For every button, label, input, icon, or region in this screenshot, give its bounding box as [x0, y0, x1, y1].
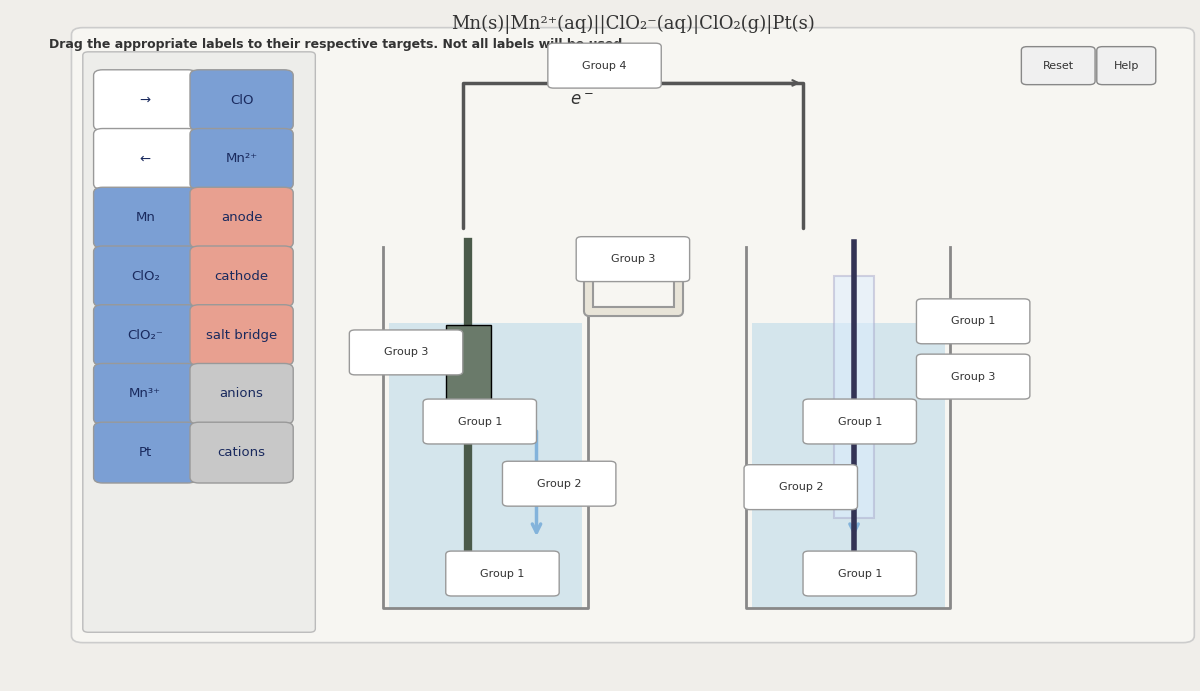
FancyBboxPatch shape	[576, 236, 690, 282]
FancyBboxPatch shape	[72, 28, 1194, 643]
FancyBboxPatch shape	[94, 129, 197, 189]
FancyBboxPatch shape	[744, 465, 858, 510]
Text: Group 2: Group 2	[536, 479, 582, 489]
Text: Group 4: Group 4	[582, 61, 626, 70]
Text: Pt: Pt	[138, 446, 152, 459]
FancyBboxPatch shape	[190, 187, 293, 248]
Text: Group 3: Group 3	[384, 348, 428, 357]
FancyBboxPatch shape	[834, 276, 875, 518]
Text: ←: ←	[139, 153, 151, 165]
Text: Drag the appropriate labels to their respective targets. Not all labels will be : Drag the appropriate labels to their res…	[49, 39, 628, 51]
FancyBboxPatch shape	[190, 422, 293, 483]
FancyBboxPatch shape	[917, 299, 1030, 344]
FancyBboxPatch shape	[94, 246, 197, 307]
FancyBboxPatch shape	[1021, 47, 1096, 84]
Text: Mn³⁺: Mn³⁺	[130, 388, 161, 400]
FancyBboxPatch shape	[190, 129, 293, 189]
FancyBboxPatch shape	[917, 354, 1030, 399]
Text: Group 2: Group 2	[779, 482, 823, 492]
Text: Group 1: Group 1	[838, 417, 882, 426]
Text: Help: Help	[1114, 61, 1139, 70]
FancyBboxPatch shape	[349, 330, 463, 375]
Text: $e^-$: $e^-$	[570, 91, 594, 109]
Text: anions: anions	[220, 388, 264, 400]
Text: cations: cations	[217, 446, 265, 459]
FancyBboxPatch shape	[190, 305, 293, 366]
Text: Group 3: Group 3	[611, 254, 655, 264]
FancyBboxPatch shape	[548, 44, 661, 88]
Text: ClO₂: ClO₂	[131, 270, 160, 283]
Text: Reset: Reset	[1043, 61, 1074, 70]
FancyBboxPatch shape	[83, 52, 316, 632]
Text: Group 1: Group 1	[950, 316, 995, 326]
FancyBboxPatch shape	[424, 399, 536, 444]
FancyBboxPatch shape	[94, 305, 197, 366]
Text: anode: anode	[221, 211, 263, 224]
Text: →: →	[139, 94, 151, 106]
FancyBboxPatch shape	[503, 462, 616, 506]
FancyBboxPatch shape	[1097, 47, 1156, 84]
FancyBboxPatch shape	[445, 551, 559, 596]
Text: Mn²⁺: Mn²⁺	[226, 153, 258, 165]
FancyBboxPatch shape	[94, 422, 197, 483]
Text: ClO: ClO	[230, 94, 253, 106]
FancyBboxPatch shape	[752, 323, 944, 608]
FancyBboxPatch shape	[190, 70, 293, 131]
Text: Group 1: Group 1	[480, 569, 524, 578]
FancyBboxPatch shape	[94, 70, 197, 131]
Text: Group 1: Group 1	[457, 417, 502, 426]
Text: Mn: Mn	[136, 211, 155, 224]
FancyBboxPatch shape	[445, 325, 491, 428]
FancyBboxPatch shape	[803, 551, 917, 596]
FancyBboxPatch shape	[190, 363, 293, 424]
Text: Group 1: Group 1	[838, 569, 882, 578]
FancyBboxPatch shape	[94, 363, 197, 424]
FancyBboxPatch shape	[803, 399, 917, 444]
FancyBboxPatch shape	[190, 246, 293, 307]
Text: salt bridge: salt bridge	[206, 329, 277, 341]
Text: cathode: cathode	[215, 270, 269, 283]
FancyBboxPatch shape	[94, 187, 197, 248]
Text: Mn(s)|Mn²⁺(aq)||ClO₂⁻(aq)|ClO₂(g)|Pt(s): Mn(s)|Mn²⁺(aq)||ClO₂⁻(aq)|ClO₂(g)|Pt(s)	[451, 15, 815, 34]
FancyBboxPatch shape	[389, 323, 582, 608]
Text: Group 3: Group 3	[950, 372, 995, 381]
Text: ClO₂⁻: ClO₂⁻	[127, 329, 163, 341]
